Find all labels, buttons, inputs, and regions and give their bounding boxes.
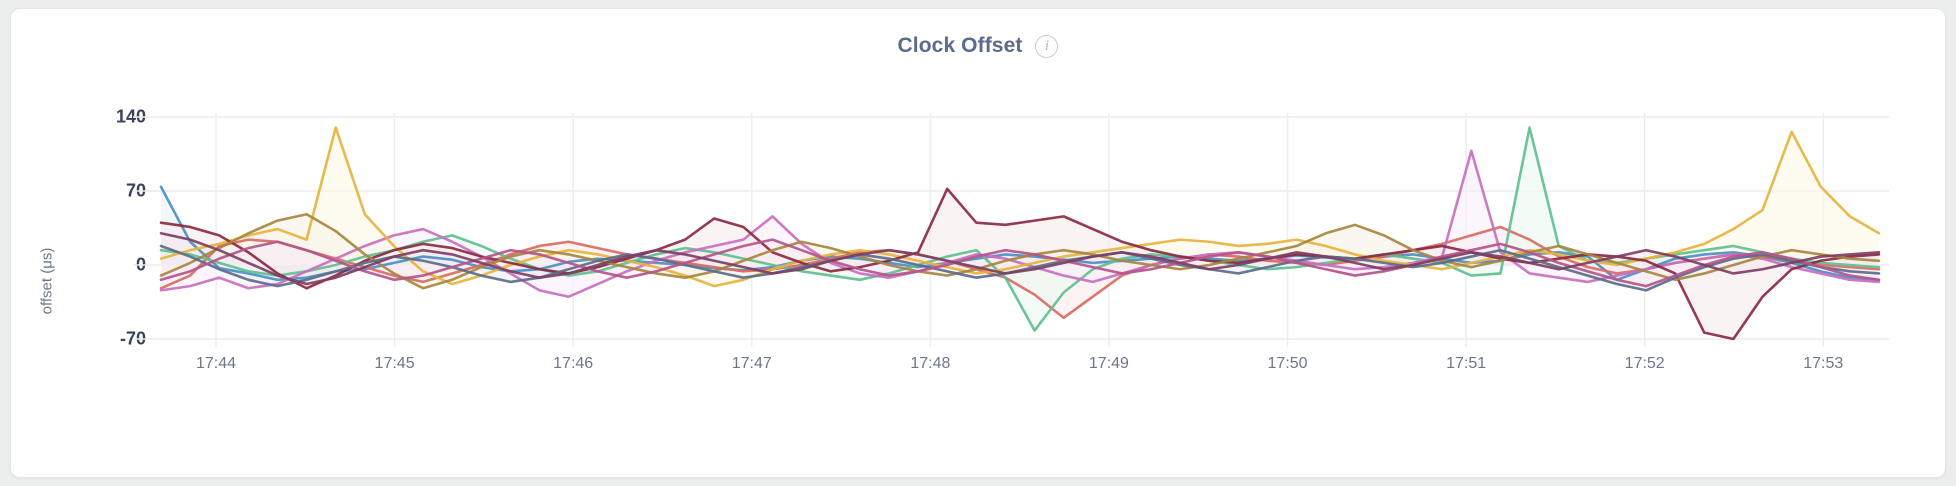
page-title: Clock Offset [897, 34, 1023, 57]
x-axis-tick: 17:51 [1446, 355, 1487, 372]
x-axis-tick: 17:46 [553, 355, 594, 372]
x-axis-tick: 17:49 [1088, 355, 1129, 372]
x-axis-tick: 17:53 [1803, 355, 1844, 372]
title-wrap: Clock Offset i [898, 34, 1059, 58]
series-svg [133, 113, 1889, 347]
x-axis-tick: 17:44 [195, 355, 237, 372]
y-axis-tick: 140 [115, 106, 146, 127]
series-line[interactable] [159, 212, 1881, 290]
x-axis-tick: 17:52 [1624, 355, 1665, 372]
x-axis-tick: 17:50 [1267, 355, 1308, 372]
x-axis-tick: 17:45 [374, 355, 415, 372]
series-area [161, 127, 1879, 331]
chart-area: offset (μs) 140 70 0 -70 17:44 17:45 17:46 17:… [11, 83, 1945, 477]
panel-header: Clock Offset i [11, 9, 1945, 83]
x-axis-tick: 17:48 [910, 355, 951, 372]
series-line[interactable] [159, 149, 1881, 299]
series-line[interactable] [159, 225, 1881, 320]
series-line[interactable] [159, 238, 1881, 288]
clock-offset-panel: Clock Offset i offset (μs) 140 70 0 -70 17:… [10, 8, 1946, 478]
plot-canvas[interactable]: 17:44 17:45 17:46 17:47 17:48 17:49 17:50 17:51… [11, 83, 1945, 477]
x-axis-tick: 17:47 [731, 355, 772, 372]
series-line[interactable] [159, 231, 1881, 286]
info-circle-icon[interactable]: i [1035, 34, 1059, 58]
y-axis-tick: -70 [119, 328, 146, 349]
